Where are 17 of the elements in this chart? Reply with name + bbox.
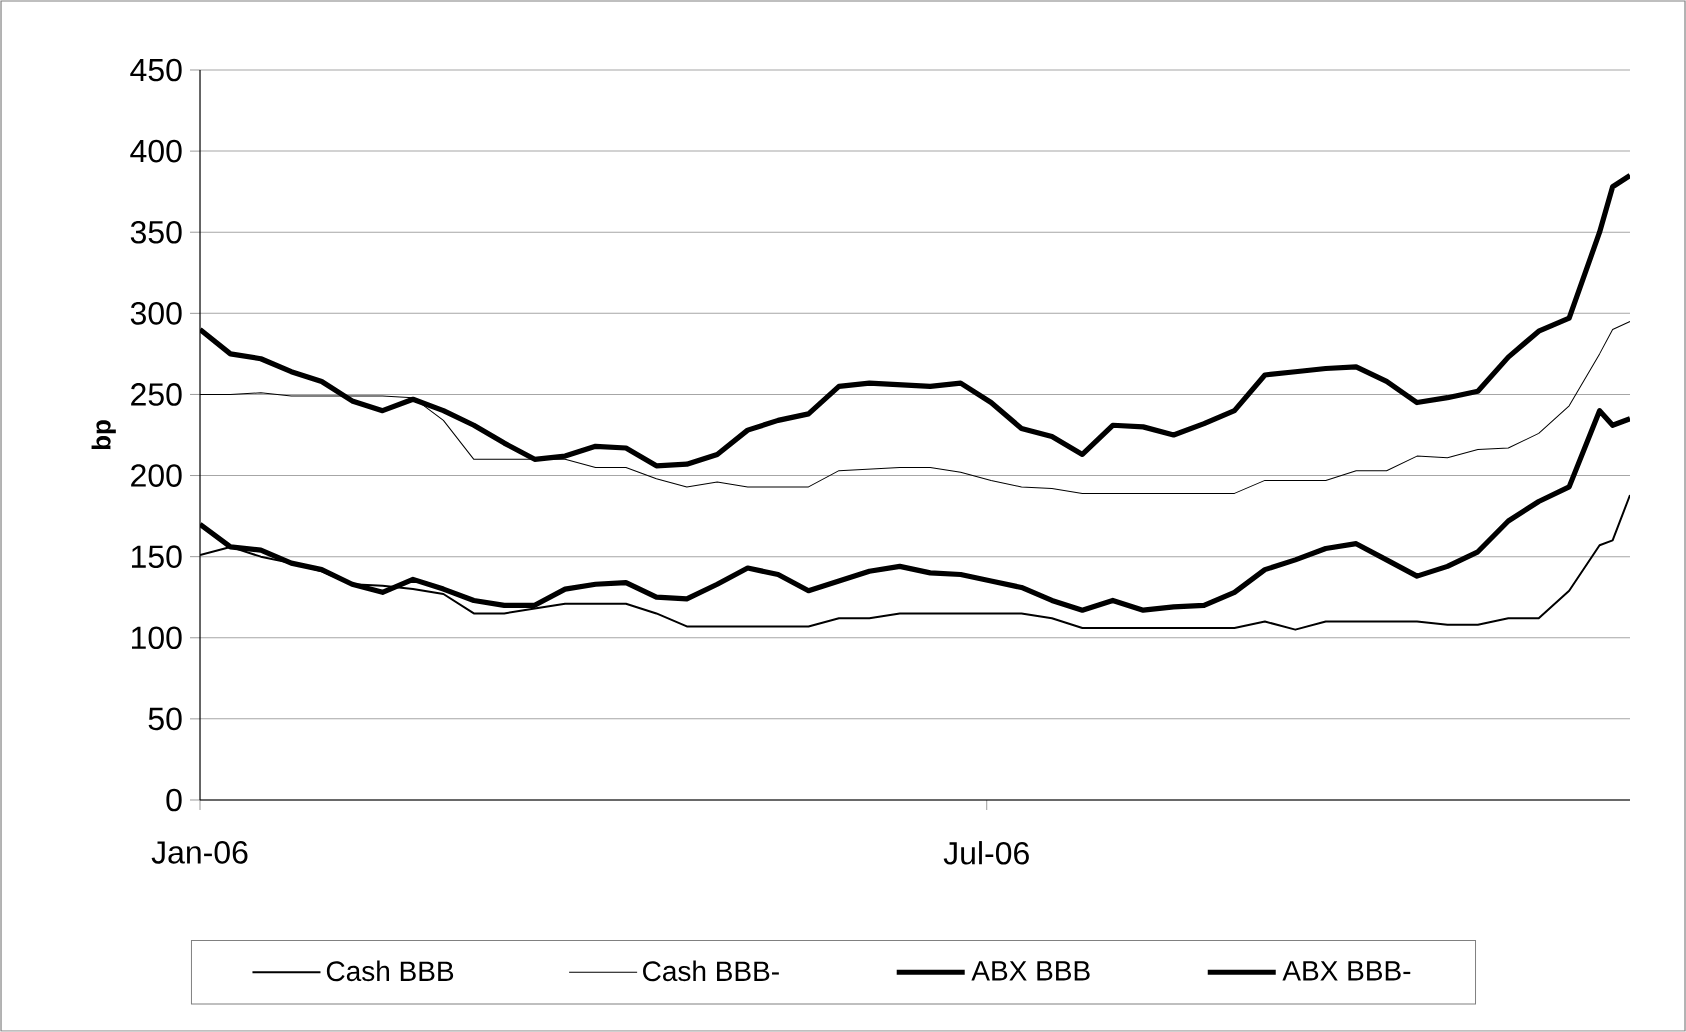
legend-label: ABX BBB (971, 961, 1090, 981)
x-tick-label: Jul-06 (943, 841, 1029, 865)
y-axis-title: bp (91, 420, 116, 450)
y-tick-label: 200 (131, 464, 182, 487)
x-tick-label: Jan-06 (151, 841, 248, 864)
y-tick-label: 250 (131, 383, 182, 406)
y-tick-label: 300 (130, 302, 182, 325)
y-tick-label: 50 (148, 707, 182, 731)
y-tick-label: 350 (130, 220, 182, 244)
y-tick-label: 0 (166, 788, 182, 812)
y-tick-label: 450 (130, 58, 182, 82)
legend-label: Cash BBB- (643, 960, 779, 982)
y-tick-label: 150 (132, 545, 182, 568)
legend-label: ABX BBB- (1282, 961, 1411, 981)
legend-label: Cash BBB (326, 960, 454, 982)
y-tick-label: 400 (130, 139, 182, 163)
y-tick-label: 100 (132, 626, 182, 650)
